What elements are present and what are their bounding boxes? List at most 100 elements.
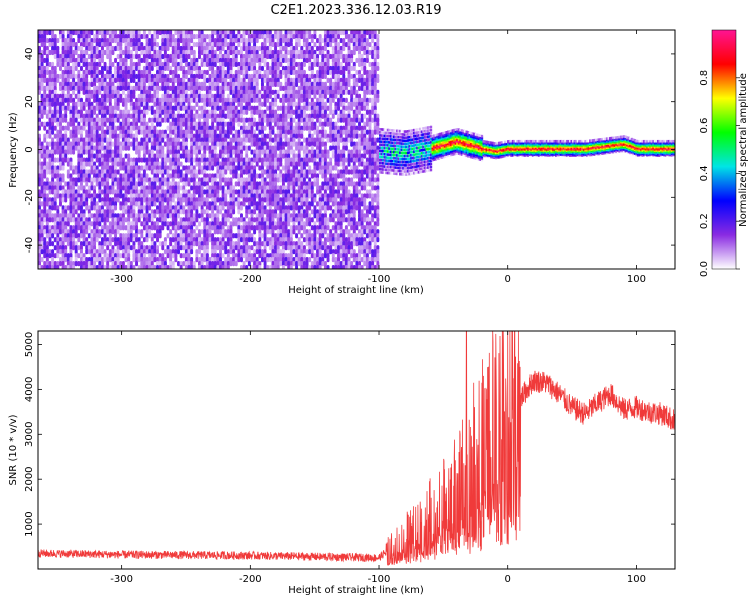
spectrogram-cell xyxy=(208,177,212,183)
spectrogram-cell xyxy=(200,245,204,251)
spectrogram-cell xyxy=(268,69,272,76)
spectrogram-cell xyxy=(281,165,285,171)
spectrogram-cell xyxy=(66,97,70,103)
spectrogram-cell xyxy=(195,33,199,40)
spectrogram-cell xyxy=(266,133,270,139)
spectrogram-cell xyxy=(56,141,60,147)
spectrogram-cell xyxy=(69,205,73,211)
spectrogram-cell xyxy=(61,117,65,123)
spectrogram-cell xyxy=(166,65,170,72)
spectrogram-cell xyxy=(66,61,70,68)
spectrogram-cell xyxy=(40,69,44,76)
spectrogram-cell xyxy=(51,141,55,147)
spectrogram-cell xyxy=(255,249,259,255)
spectrogram-cell xyxy=(135,65,139,72)
spectrogram-cell xyxy=(90,193,94,199)
spectrogram-cell xyxy=(38,33,41,40)
spectrogram-cell xyxy=(77,197,81,203)
spectrogram-cell xyxy=(192,33,196,40)
spectrogram-cell xyxy=(40,30,44,36)
spectrogram-cell xyxy=(93,245,97,251)
spectrogram-cell xyxy=(103,133,107,139)
spectrogram-cell xyxy=(82,229,86,235)
spectrogram-cell xyxy=(87,69,91,76)
spectrogram-cell xyxy=(124,217,128,223)
spectrogram-cell xyxy=(38,209,41,215)
spectrogram-cell xyxy=(48,105,52,111)
spectrogram-cell xyxy=(61,133,65,139)
spectrogram-cell xyxy=(64,189,68,195)
spectrogram-cell xyxy=(79,161,83,167)
spectrogram-cell xyxy=(53,93,57,99)
spectrogram-cell xyxy=(74,197,78,203)
spectrogram-cell xyxy=(182,237,186,243)
spectrogram-cell xyxy=(93,125,97,131)
spectrogram-cell xyxy=(127,197,131,203)
spectrogram-cell xyxy=(56,137,60,143)
spectrogram-cell xyxy=(242,201,246,207)
spectrogram-cell xyxy=(260,233,264,239)
spectrogram-cell xyxy=(77,125,81,131)
spectrogram-cell xyxy=(79,253,83,259)
spectrogram-cell xyxy=(295,181,299,187)
spectrogram-cell xyxy=(250,65,254,72)
spectrogram-cell xyxy=(87,189,91,195)
spectrogram-cell xyxy=(43,169,47,175)
spectrogram-cell xyxy=(260,33,264,40)
spectrogram-cell xyxy=(51,49,55,56)
spectrogram-cell xyxy=(77,93,81,99)
spectrogram-cell xyxy=(224,249,228,255)
spectrogram-cell xyxy=(90,213,94,219)
spectrogram-cell xyxy=(40,61,44,68)
spectrogram-cell xyxy=(69,33,73,40)
spectrogram-cell xyxy=(66,261,70,267)
spectrogram-cell xyxy=(132,125,136,131)
spectrogram-cell xyxy=(38,125,41,131)
spectrogram-cell xyxy=(61,49,65,56)
spectrogram-cell xyxy=(45,97,49,103)
spectrogram-cell xyxy=(174,105,178,111)
spectrogram-cell xyxy=(66,37,70,44)
spectrogram-cell xyxy=(103,253,107,259)
spectrogram-cell xyxy=(161,109,165,115)
spectrogram-cell xyxy=(287,129,291,135)
spectrogram-cell xyxy=(77,177,81,183)
spectrogram-cell xyxy=(66,217,70,223)
spectrogram-cell xyxy=(98,229,102,235)
spectrogram-cell xyxy=(87,89,91,95)
spectrogram-cell xyxy=(287,245,291,251)
spectrogram-cell xyxy=(237,181,241,187)
spectrogram-cell xyxy=(74,65,78,72)
spectrogram-cell xyxy=(69,173,73,179)
spectrogram-cell xyxy=(111,189,115,195)
spectrogram-cell xyxy=(198,221,201,227)
spectrogram-cell xyxy=(111,61,115,68)
spectrogram-cell xyxy=(61,145,65,151)
spectrogram-cell xyxy=(38,249,41,255)
spectrogram-cell xyxy=(119,245,123,251)
spectrogram-cell xyxy=(292,109,296,115)
spectrogram-cell xyxy=(77,45,81,52)
spectrogram-cell xyxy=(200,49,204,56)
spectrogram-cell xyxy=(72,229,76,235)
spectrogram-cell xyxy=(90,129,94,135)
spectrogram-cell xyxy=(58,185,62,191)
spectrogram-cell xyxy=(58,33,62,40)
spectrogram-cell xyxy=(51,109,55,115)
spectrogram-cell xyxy=(90,257,94,263)
spectrogram-cell xyxy=(90,121,94,127)
spectrogram-cell xyxy=(142,205,146,211)
spectrogram-cell xyxy=(56,157,60,163)
spectrogram-cell xyxy=(38,30,41,36)
spectrogram-cell xyxy=(53,265,57,269)
spectrogram-cell xyxy=(93,105,97,111)
spectrogram-cell xyxy=(87,129,91,135)
spectrogram-cell xyxy=(281,133,285,139)
spectrogram-cell xyxy=(103,89,107,95)
spectrogram-cell xyxy=(56,177,60,183)
spectrogram-cell xyxy=(38,141,41,147)
spectrogram-cell xyxy=(51,113,55,119)
spectrogram-cell xyxy=(182,105,186,111)
spectrogram-cell xyxy=(85,229,89,235)
spectrogram-cell xyxy=(287,49,291,56)
